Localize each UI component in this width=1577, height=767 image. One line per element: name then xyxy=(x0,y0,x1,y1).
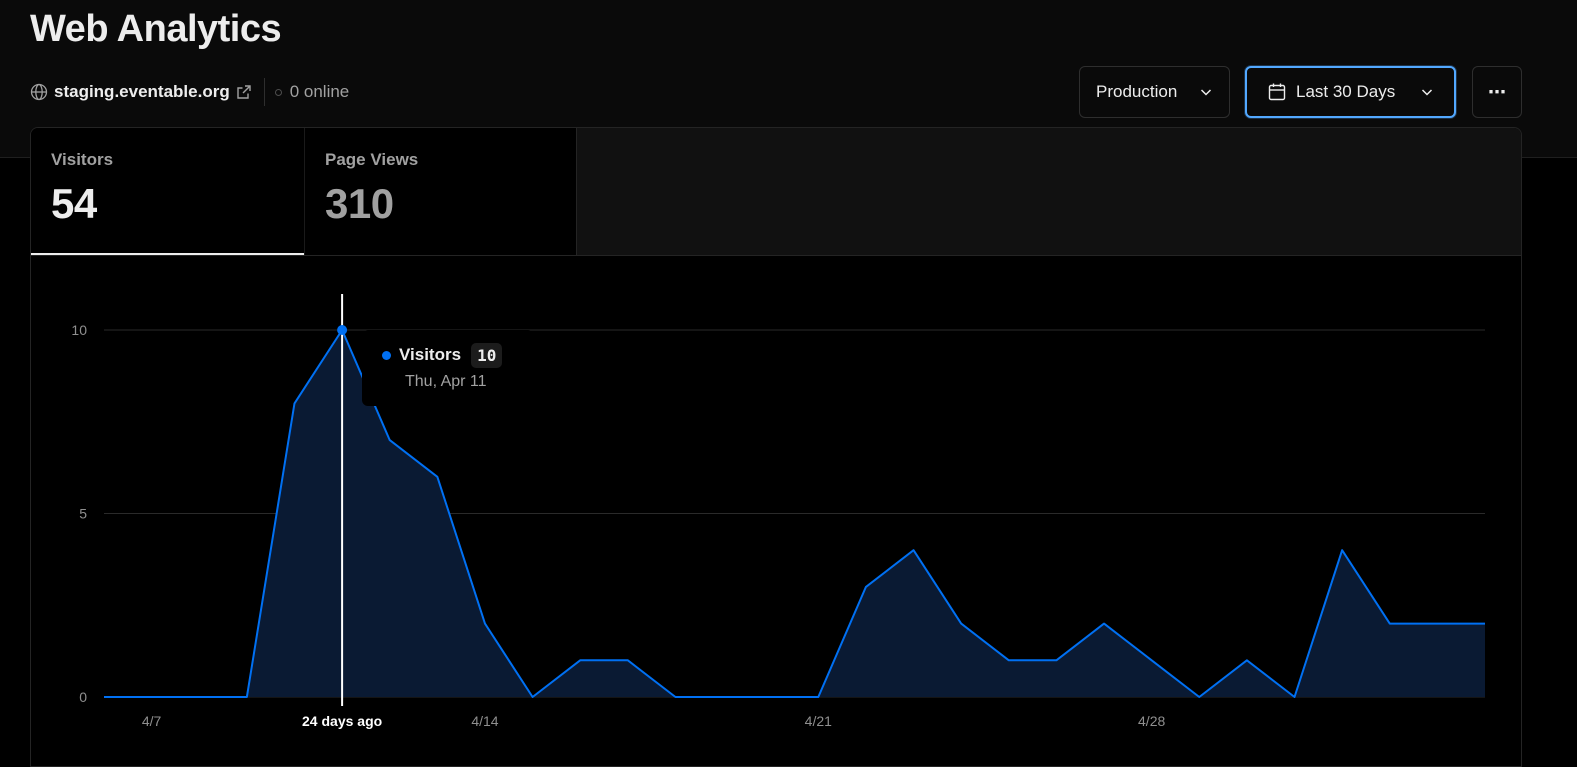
tab-value: 54 xyxy=(51,180,97,227)
analytics-panel: Visitors 54 Page Views 310 xyxy=(30,127,1522,767)
tab-label: Visitors xyxy=(51,150,114,169)
environment-label: Production xyxy=(1096,82,1178,101)
chevron-down-icon xyxy=(1199,85,1213,99)
date-range-select[interactable]: Last 30 Days xyxy=(1245,66,1456,118)
chevron-down-icon xyxy=(1420,85,1434,99)
more-options-button[interactable]: ⋯ xyxy=(1472,66,1522,118)
ellipsis-icon: ⋯ xyxy=(1488,81,1506,102)
tooltip-date: Thu, Apr 11 xyxy=(405,373,487,390)
globe-icon xyxy=(30,83,48,101)
domain-link[interactable]: staging.eventable.org xyxy=(54,82,230,101)
chart-tooltip: Visitors 10 Thu, Apr 11 xyxy=(362,330,534,406)
tab-label: Page Views xyxy=(325,150,419,169)
series-dot xyxy=(382,350,391,360)
online-count: 0 online xyxy=(289,82,350,101)
tab-value: 310 xyxy=(325,180,394,227)
environment-select[interactable]: Production xyxy=(1079,66,1230,118)
divider xyxy=(263,78,265,106)
online-status-dot xyxy=(274,88,282,96)
calendar-icon xyxy=(1267,82,1287,102)
tooltip-value: 10 xyxy=(471,342,503,368)
site-info: staging.eventable.org 0 online xyxy=(30,78,349,106)
tooltip-series: Visitors xyxy=(399,345,462,364)
date-range-label: Last 30 Days xyxy=(1296,82,1396,101)
tab-page-views[interactable]: Page Views 310 xyxy=(304,128,577,255)
tab-visitors[interactable]: Visitors 54 xyxy=(31,128,304,255)
metric-tabs: Visitors 54 Page Views 310 xyxy=(31,128,1521,256)
page-title: Web Analytics xyxy=(30,8,282,50)
external-link-icon[interactable] xyxy=(236,84,252,100)
